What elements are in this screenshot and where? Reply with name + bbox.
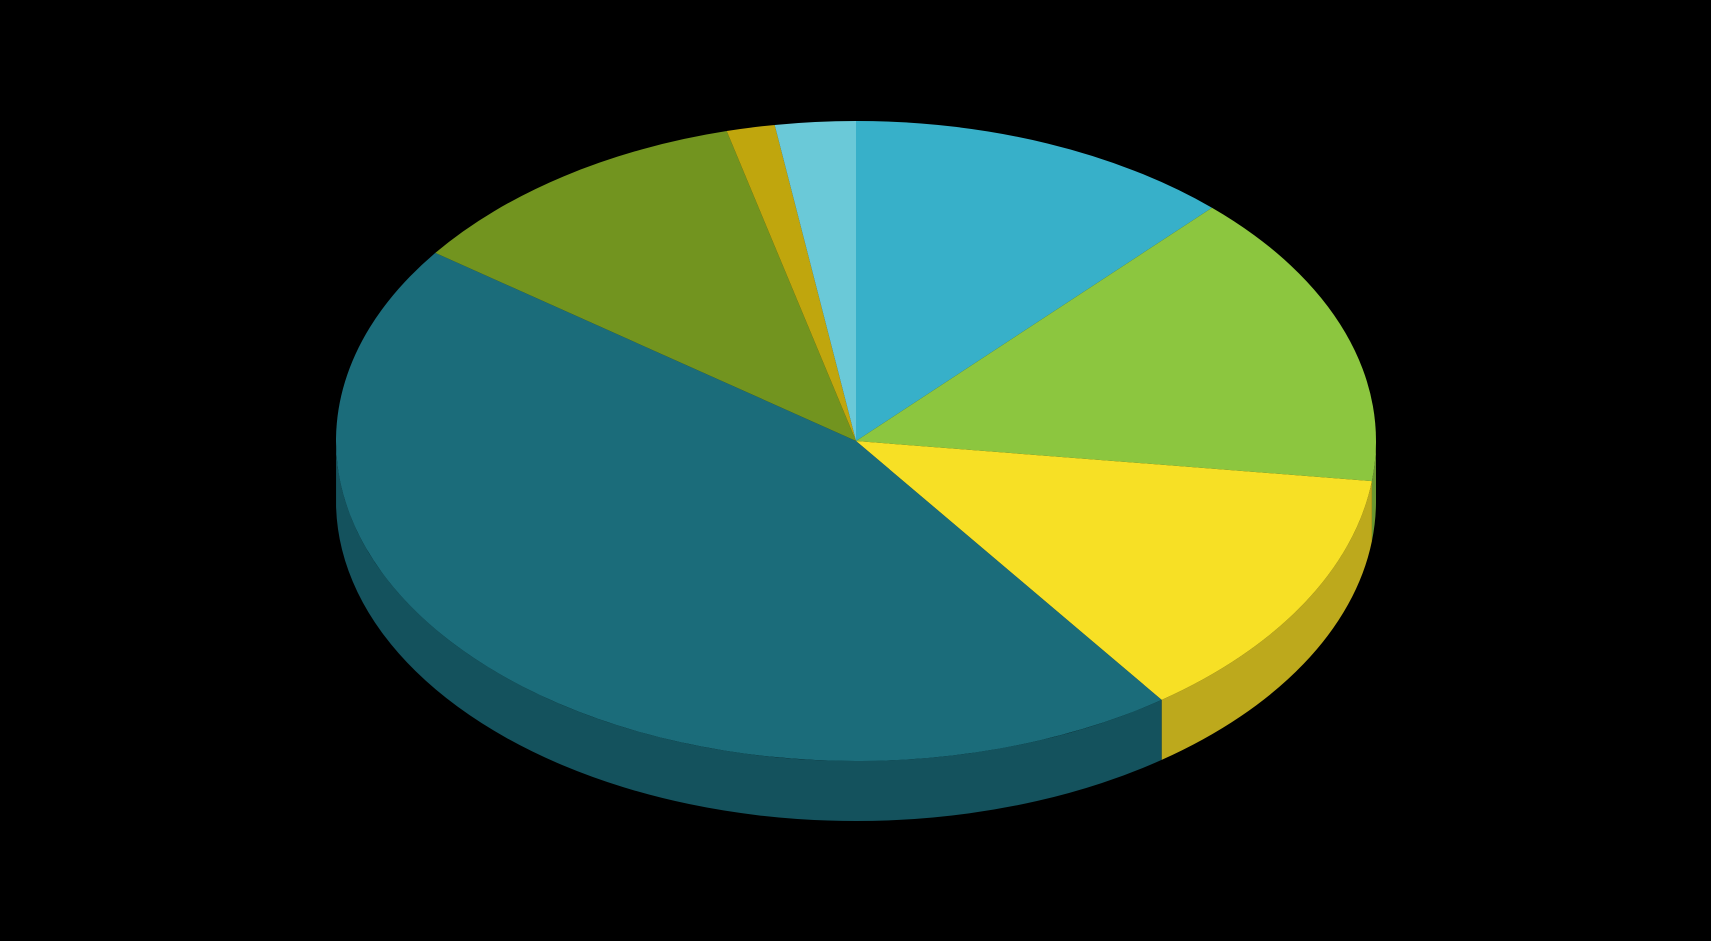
pie-chart-3d <box>306 71 1406 871</box>
pie-chart-svg <box>306 71 1406 871</box>
